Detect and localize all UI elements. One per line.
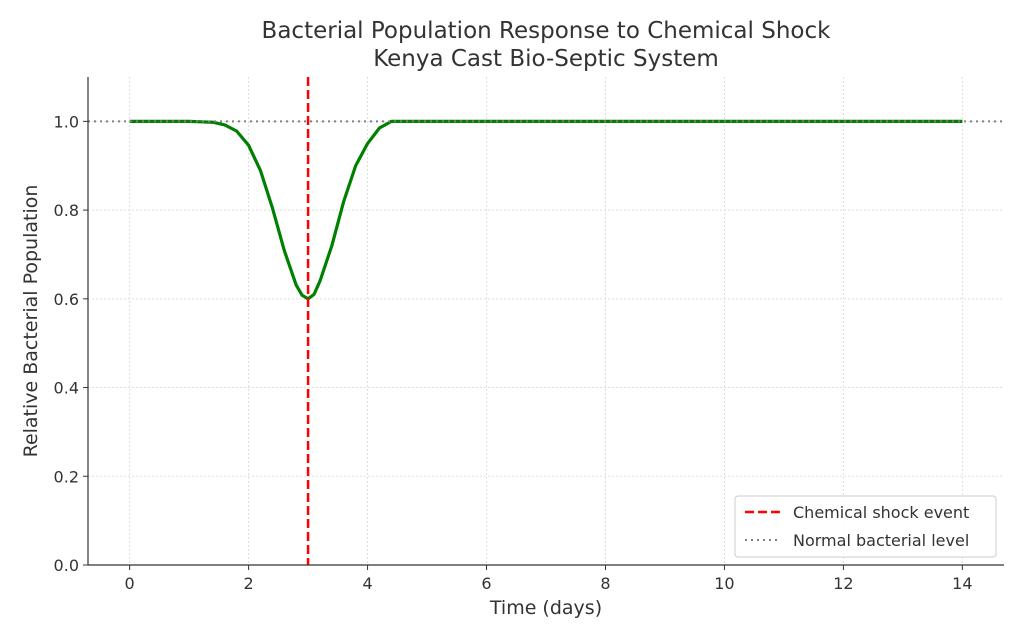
axes xyxy=(87,77,1004,566)
x-tick-label: 12 xyxy=(833,574,853,593)
y-tick-label: 1.0 xyxy=(54,112,79,131)
x-tick-label: 2 xyxy=(244,574,254,593)
grid xyxy=(88,77,1004,566)
series-line xyxy=(129,119,963,301)
x-tick-label: 0 xyxy=(125,574,135,593)
legend-box xyxy=(734,495,997,558)
x-tick-label: 14 xyxy=(952,574,972,593)
chart-title: Bacterial Population Response to Chemica… xyxy=(262,18,832,44)
y-tick-label: 0.4 xyxy=(54,379,79,398)
x-tick-label: 6 xyxy=(481,574,491,593)
chart-subtitle: Kenya Cast Bio-Septic System xyxy=(373,46,719,72)
y-tick-label: 0.6 xyxy=(54,290,79,309)
y-tick-label: 0.0 xyxy=(54,556,79,575)
x-axis-label: Time (days) xyxy=(489,597,602,619)
x-tick-label: 10 xyxy=(714,574,734,593)
legend-label-shock: Chemical shock event xyxy=(793,503,969,522)
legend-label-normal: Normal bacterial level xyxy=(793,531,969,550)
y-tick-label: 0.2 xyxy=(54,467,79,486)
y-tick-label: 0.8 xyxy=(54,201,79,220)
legend: Chemical shock event Normal bacterial le… xyxy=(734,495,997,558)
series xyxy=(129,119,963,301)
reference-lines xyxy=(88,77,1004,565)
x-tick-label: 8 xyxy=(600,574,610,593)
y-axis-label: Relative Bacterial Population xyxy=(20,185,42,458)
x-tick-label: 4 xyxy=(362,574,372,593)
ticks: 0 2 4 6 8 10 12 14 0.0 0.2 0.4 0.6 0.8 1.0 xyxy=(54,112,973,593)
